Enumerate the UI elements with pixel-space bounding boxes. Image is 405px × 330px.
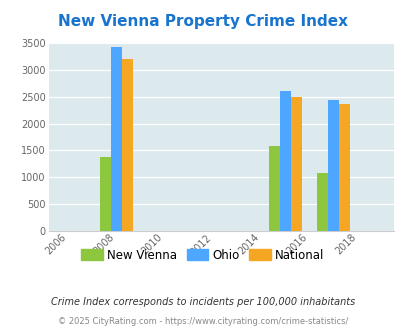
- Bar: [268, 146, 279, 231]
- Text: © 2025 CityRating.com - https://www.cityrating.com/crime-statistics/: © 2025 CityRating.com - https://www.city…: [58, 317, 347, 326]
- Text: Crime Index corresponds to incidents per 100,000 inhabitants: Crime Index corresponds to incidents per…: [51, 297, 354, 307]
- Bar: [111, 47, 122, 231]
- Bar: [122, 59, 132, 231]
- Bar: [338, 104, 349, 231]
- Legend: New Vienna, Ohio, National: New Vienna, Ohio, National: [77, 244, 328, 266]
- Text: New Vienna Property Crime Index: New Vienna Property Crime Index: [58, 14, 347, 29]
- Bar: [327, 100, 338, 231]
- Bar: [290, 97, 301, 231]
- Bar: [100, 157, 111, 231]
- Bar: [279, 91, 290, 231]
- Bar: [316, 173, 327, 231]
